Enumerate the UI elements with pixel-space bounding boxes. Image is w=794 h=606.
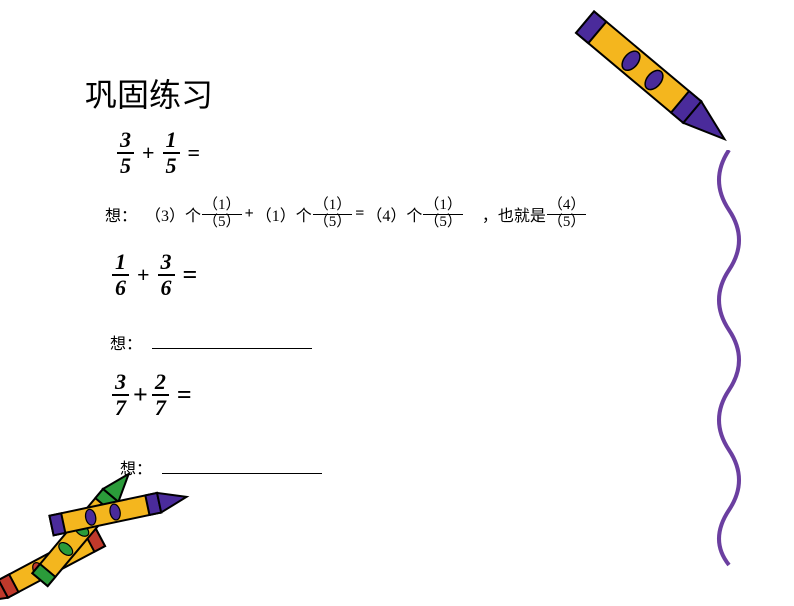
blank-answer-line (152, 335, 312, 349)
equals: = (355, 205, 364, 223)
problem-3: 3 7 + 2 7 = (110, 370, 198, 420)
fraction: 3 7 (112, 370, 129, 420)
equals: = (177, 380, 192, 410)
equals: = (183, 260, 198, 290)
think-label: 想： (105, 202, 137, 226)
problem-2: 1 6 + 3 6 = (110, 250, 203, 300)
unit-fraction: （1） （5） (202, 198, 242, 231)
unit: 个 (185, 202, 201, 226)
count: （4） (366, 202, 406, 226)
fraction: 1 5 (163, 128, 180, 178)
count: （3） (145, 202, 185, 226)
squiggle-line (699, 150, 759, 570)
unit-fraction: （1） （5） (423, 198, 463, 231)
plus-op: + (137, 262, 150, 288)
also-text: ，也就是 (482, 202, 546, 226)
plus-op: + (133, 380, 148, 410)
unit-fraction: （1） （5） (313, 198, 353, 231)
fraction: 2 7 (152, 370, 169, 420)
fraction: 1 6 (112, 250, 129, 300)
think-line-1: 想： （3） 个 （1） （5） + （1） 个 （1） （5） = （4） 个… (105, 198, 587, 231)
plus-op: + (245, 205, 254, 223)
crayons-icon (0, 426, 210, 606)
page-title: 巩固练习 (85, 70, 213, 116)
fraction: 3 5 (117, 128, 134, 178)
problem-1: 3 5 + 1 5 = (115, 128, 206, 178)
result-fraction: （4） （5） (547, 198, 587, 231)
plus-op: + (142, 140, 155, 166)
fraction: 3 6 (158, 250, 175, 300)
unit: 个 (296, 202, 312, 226)
unit: 个 (406, 202, 422, 226)
think-label: 想： (110, 330, 142, 354)
think-line-2: 想： (110, 330, 312, 354)
count: （1） (256, 202, 296, 226)
equals: = (188, 140, 201, 166)
